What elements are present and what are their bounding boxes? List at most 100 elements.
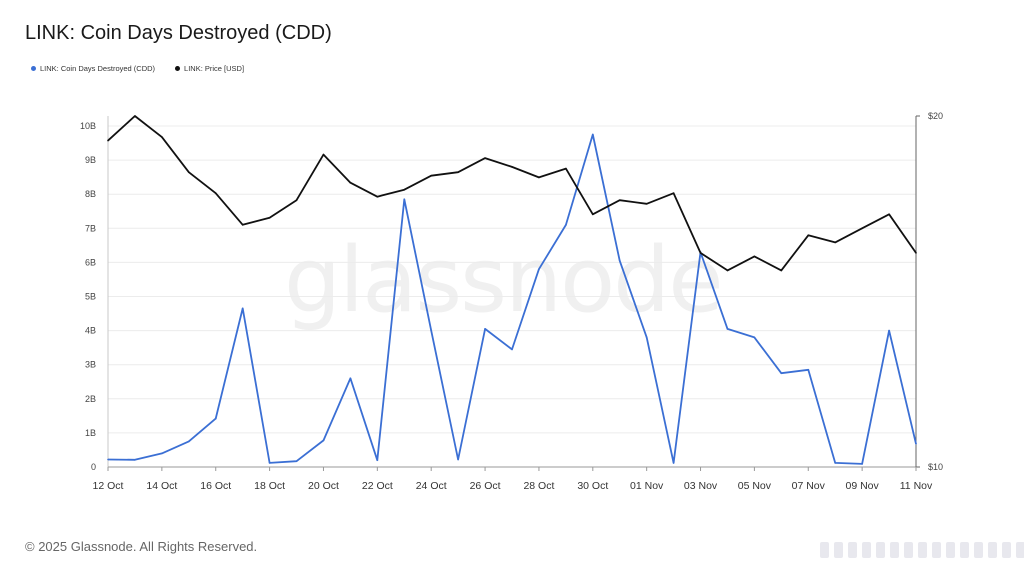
data-point-price	[726, 269, 729, 272]
data-point-price	[538, 176, 540, 179]
y-tick-label-left: 10B	[80, 121, 96, 131]
y-tick-label-left: 7B	[85, 223, 96, 233]
x-tick-label: 30 Oct	[577, 480, 608, 492]
y-tick-label-left: 8B	[85, 189, 96, 199]
data-point-price	[834, 241, 836, 244]
x-tick-label: 16 Oct	[200, 480, 231, 492]
data-point-price	[134, 115, 136, 117]
legend-item-cdd[interactable]: LINK: Coin Days Destroyed (CDD)	[31, 64, 155, 73]
data-point-cdd	[161, 452, 163, 455]
series-line-cdd	[107, 133, 917, 465]
data-point-cdd	[834, 462, 836, 464]
series-line-price	[107, 115, 917, 272]
data-point-cdd	[457, 458, 459, 461]
chart-legend: LINK: Coin Days Destroyed (CDD) LINK: Pr…	[31, 64, 244, 73]
chart-title: LINK: Coin Days Destroyed (CDD)	[25, 22, 332, 44]
data-point-cdd	[188, 440, 190, 443]
x-tick-label: 14 Oct	[146, 480, 177, 492]
data-point-cdd	[672, 462, 675, 464]
menu-icon-bar	[1016, 542, 1024, 558]
x-tick-label: 09 Nov	[845, 480, 879, 492]
legend-swatch-price	[175, 66, 181, 71]
menu-icon-bar	[960, 542, 969, 558]
copyright-footer: © 2025 Glassnode. All Rights Reserved.	[25, 539, 258, 554]
data-point-cdd	[565, 224, 567, 226]
legend-item-price[interactable]: LINK: Price [USD]	[175, 64, 244, 73]
x-tick-label: 28 Oct	[523, 480, 554, 492]
data-point-cdd	[618, 259, 621, 262]
y-tick-label-left: 4B	[85, 326, 96, 336]
x-tick-label: 18 Oct	[254, 480, 285, 492]
data-point-price	[349, 181, 352, 184]
x-tick-label: 01 Nov	[630, 480, 664, 492]
data-point-cdd	[538, 268, 540, 271]
x-tick-label: 07 Nov	[792, 480, 826, 492]
data-point-price	[888, 213, 890, 216]
y-tick-label-left: 2B	[85, 394, 96, 404]
x-tick-label: 12 Oct	[93, 480, 124, 492]
data-point-cdd	[753, 336, 756, 339]
data-point-cdd	[861, 463, 863, 465]
data-point-price	[807, 234, 810, 237]
data-point-cdd	[241, 307, 244, 310]
y-tick-label-left: 0	[91, 462, 96, 472]
data-point-cdd	[214, 417, 217, 420]
menu-icon-bar	[890, 542, 899, 558]
menu-icon-bar	[862, 542, 871, 558]
data-point-price	[618, 199, 621, 202]
data-point-price	[565, 167, 567, 170]
menu-icon[interactable]	[820, 542, 1024, 558]
data-point-price	[699, 252, 702, 254]
y-tick-label-left: 1B	[85, 428, 96, 438]
data-point-cdd	[107, 458, 109, 461]
data-point-price	[592, 213, 594, 216]
menu-icon-bar	[932, 542, 941, 558]
x-tick-label: 20 Oct	[308, 480, 339, 492]
data-point-cdd	[645, 336, 648, 339]
data-point-cdd	[915, 443, 917, 445]
data-point-cdd	[888, 329, 890, 332]
y-tick-label-right: $20	[928, 111, 943, 121]
data-point-price	[241, 224, 244, 226]
x-tick-label: 05 Nov	[738, 480, 772, 492]
y-tick-label-right: $10	[928, 462, 943, 472]
data-point-price	[780, 269, 783, 272]
menu-icon-bar	[834, 542, 843, 558]
menu-icon-bar	[876, 542, 885, 558]
menu-icon-bar	[974, 542, 983, 558]
x-tick-label: 11 Nov	[900, 480, 933, 492]
x-tick-label: 24 Oct	[416, 480, 447, 492]
data-point-cdd	[430, 329, 433, 332]
data-point-cdd	[403, 198, 406, 201]
y-tick-label-left: 6B	[85, 257, 96, 267]
data-point-cdd	[268, 462, 271, 464]
legend-label-cdd: LINK: Coin Days Destroyed (CDD)	[40, 64, 156, 73]
menu-icon-bar	[904, 542, 913, 558]
menu-icon-bar	[1002, 542, 1011, 558]
data-point-cdd	[322, 439, 325, 442]
data-point-price	[403, 188, 406, 191]
menu-icon-bar	[918, 542, 927, 558]
data-point-cdd	[484, 328, 486, 330]
data-point-price	[753, 255, 756, 258]
data-point-cdd	[349, 377, 352, 380]
data-point-price	[376, 195, 379, 198]
data-point-cdd	[807, 369, 810, 371]
menu-icon-bar	[820, 542, 829, 558]
data-point-cdd	[726, 328, 729, 330]
data-point-price	[430, 174, 433, 177]
data-point-price	[915, 252, 917, 254]
data-point-cdd	[376, 459, 379, 461]
data-point-price	[188, 171, 190, 173]
x-tick-label: 03 Nov	[684, 480, 718, 492]
data-point-price	[484, 157, 486, 159]
data-point-price	[645, 202, 648, 205]
legend-label-price: LINK: Price [USD]	[184, 64, 245, 73]
legend-swatch-cdd	[31, 66, 36, 71]
data-point-price	[295, 199, 298, 202]
x-tick-label: 22 Oct	[362, 480, 393, 492]
y-tick-label-left: 5B	[85, 292, 96, 302]
data-point-cdd	[780, 372, 783, 375]
data-point-cdd	[592, 133, 594, 136]
data-point-cdd	[134, 459, 136, 461]
